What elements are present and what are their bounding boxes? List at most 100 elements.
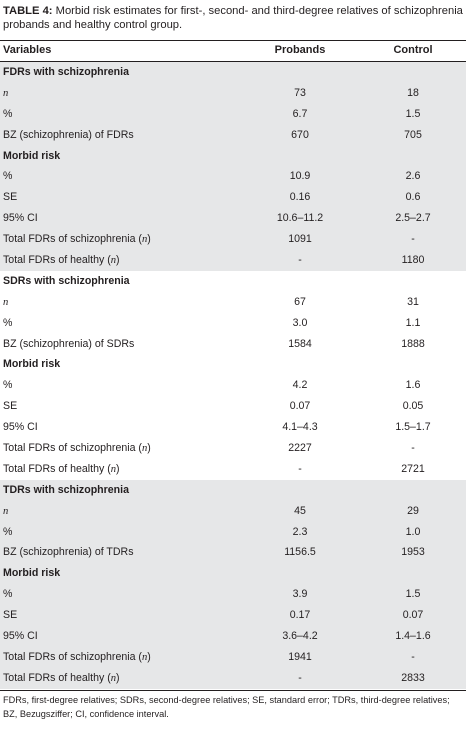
row-label: BZ (schizophrenia) of TDRs xyxy=(3,546,134,559)
section-row: TDRs with schizophrenia xyxy=(0,479,466,501)
row-label: n xyxy=(3,296,9,308)
table-caption: TABLE 4: Morbid risk estimates for first… xyxy=(3,4,465,32)
table-row: % 6.7 1.5 xyxy=(0,103,466,125)
table-row: n 45 29 xyxy=(0,500,466,522)
row-label: Total FDRs of schizophrenia (n) xyxy=(3,442,151,455)
table-label: TABLE 4: xyxy=(3,5,53,17)
control-value: 0.05 xyxy=(402,400,424,413)
table-row: SE 0.17 0.07 xyxy=(0,605,466,627)
row-label: SDRs with schizophrenia xyxy=(3,274,130,287)
row-label: 95% CI xyxy=(3,630,38,643)
probands-value: 45 xyxy=(294,504,306,517)
control-value: 1180 xyxy=(401,254,425,267)
probands-value: 73 xyxy=(294,86,306,99)
control-value: 0.07 xyxy=(402,609,424,622)
table-row: % 3.0 1.1 xyxy=(0,313,466,334)
table-row: % 3.9 1.5 xyxy=(0,584,466,606)
probands-value: - xyxy=(298,462,302,475)
table-row: % 2.3 1.0 xyxy=(0,521,466,543)
row-label: n xyxy=(3,505,9,517)
control-value: 0.6 xyxy=(405,191,421,204)
table-row: % 4.2 1.6 xyxy=(0,375,466,396)
table-row: SE 0.16 0.6 xyxy=(0,187,466,209)
probands-value: 3.6–4.2 xyxy=(282,630,318,643)
probands-value: 0.07 xyxy=(289,400,311,413)
section-row: SDRs with schizophrenia xyxy=(0,271,466,292)
control-value: 1888 xyxy=(401,337,425,350)
probands-value: 3.0 xyxy=(292,316,308,329)
table-row: Total FDRs of healthy (n) - 2721 xyxy=(0,459,466,480)
row-label: n xyxy=(3,87,9,99)
table-header: Variables Probands Control xyxy=(0,40,466,62)
section-row: FDRs with schizophrenia xyxy=(0,62,466,83)
control-value: - xyxy=(411,233,415,246)
row-label: Total FDRs of schizophrenia (n) xyxy=(3,650,151,663)
probands-value: 6.7 xyxy=(292,107,308,120)
table-row: 95% CI 10.6–11.2 2.5–2.7 xyxy=(0,208,466,230)
probands-value: 2227 xyxy=(288,442,312,455)
section-row: Morbid risk xyxy=(0,145,466,167)
control-value: 18 xyxy=(407,86,419,99)
bottom-rule xyxy=(0,690,466,691)
probands-value: 4.2 xyxy=(292,379,308,392)
section-row: Morbid risk xyxy=(0,563,466,585)
table-row: SE 0.07 0.05 xyxy=(0,396,466,417)
probands-value: 2.3 xyxy=(292,525,308,538)
row-label: Morbid risk xyxy=(3,567,61,580)
row-label: SE xyxy=(3,400,18,413)
control-value: 1953 xyxy=(401,546,425,559)
control-value: 1.1 xyxy=(405,316,421,329)
control-value: 31 xyxy=(407,295,419,308)
control-value: 705 xyxy=(404,128,422,141)
table-body: FDRs with schizophrenia n 73 18% 6.7 1.5 BZ (s… xyxy=(0,62,466,689)
row-label: % xyxy=(3,588,13,601)
row-label: FDRs with schizophrenia xyxy=(3,66,129,78)
table-row: BZ (schizophrenia) of SDRs 1584 1888 xyxy=(0,334,466,355)
table-row: 95% CI 4.1–4.3 1.5–1.7 xyxy=(0,417,466,438)
header-control: Control xyxy=(393,44,433,56)
probands-value: 67 xyxy=(294,295,306,308)
row-label: % xyxy=(3,107,13,120)
control-value: 2721 xyxy=(401,462,425,475)
table-row: % 10.9 2.6 xyxy=(0,166,466,188)
probands-value: - xyxy=(298,671,302,684)
table-row: Total FDRs of schizophrenia (n) 2227 - xyxy=(0,438,466,459)
probands-value: 10.9 xyxy=(289,170,311,183)
control-value: 1.5 xyxy=(405,588,421,601)
control-value: 1.0 xyxy=(405,525,421,538)
probands-value: 670 xyxy=(291,128,309,141)
header-variables: Variables xyxy=(3,44,52,56)
table-footnote: FDRs, first-degree relatives; SDRs, seco… xyxy=(3,695,450,719)
control-value: 1.5–1.7 xyxy=(395,421,431,434)
row-label: Total FDRs of healthy (n) xyxy=(3,671,120,684)
table-row: Total FDRs of schizophrenia (n) 1941 - xyxy=(0,646,466,668)
row-label: % xyxy=(3,525,13,538)
row-label: % xyxy=(3,316,13,329)
probands-value: 0.17 xyxy=(289,609,311,622)
row-label: % xyxy=(3,379,13,392)
table-row: n 67 31 xyxy=(0,292,466,313)
row-label: 95% CI xyxy=(3,421,38,434)
probands-value: 3.9 xyxy=(292,588,308,601)
control-value: 29 xyxy=(407,504,419,517)
control-value: - xyxy=(411,442,415,455)
control-value: - xyxy=(411,650,415,663)
row-label: Total FDRs of healthy (n) xyxy=(3,462,120,475)
row-label: SE xyxy=(3,191,18,204)
table-row: BZ (schizophrenia) of FDRs 670 705 xyxy=(0,124,466,146)
row-label: SE xyxy=(3,609,18,622)
row-label: Morbid risk xyxy=(3,149,61,162)
table-row: Total FDRs of healthy (n) - 1180 xyxy=(0,250,466,271)
probands-value: 1941 xyxy=(288,650,312,663)
table-row: Total FDRs of schizophrenia (n) 1091 - xyxy=(0,229,466,251)
table-row: n 73 18 xyxy=(0,82,466,104)
probands-value: 1091 xyxy=(288,233,312,246)
row-label: 95% CI xyxy=(3,212,38,225)
table-title: Morbid risk estimates for first-, second… xyxy=(3,5,463,31)
control-value: 2.5–2.7 xyxy=(395,212,431,225)
row-label: BZ (schizophrenia) of SDRs xyxy=(3,337,135,350)
control-value: 1.6 xyxy=(405,379,421,392)
table-row: 95% CI 3.6–4.2 1.4–1.6 xyxy=(0,626,466,647)
probands-value: - xyxy=(298,254,302,267)
control-value: 2.6 xyxy=(405,170,421,183)
